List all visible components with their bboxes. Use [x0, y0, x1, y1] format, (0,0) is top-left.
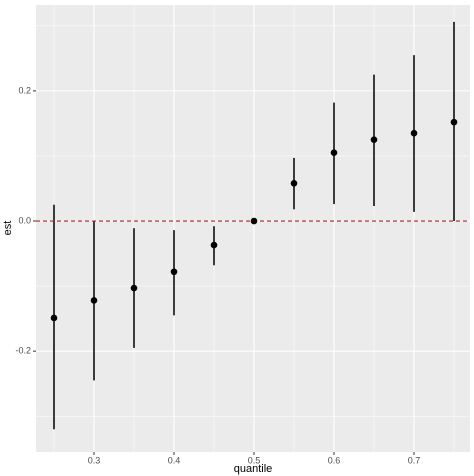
point	[250, 217, 258, 225]
point	[370, 136, 378, 143]
point	[410, 129, 418, 137]
point	[210, 241, 218, 249]
point	[330, 149, 338, 156]
y-tick-label: 0.0	[18, 215, 31, 225]
x-axis-label: quantile	[234, 463, 273, 475]
point	[130, 284, 138, 292]
panel	[36, 5, 470, 452]
y-axis-label: est	[2, 221, 14, 236]
x-tick-label: 0.4	[168, 455, 181, 465]
point	[290, 179, 298, 187]
point	[450, 118, 458, 126]
x-tick-label: 0.3	[88, 455, 101, 465]
x-tick-label: 0.6	[328, 455, 341, 465]
y-tick-label: 0.2	[18, 85, 31, 95]
point	[170, 268, 178, 276]
point	[90, 297, 98, 304]
x-tick-label: 0.7	[408, 455, 421, 465]
point	[50, 314, 58, 322]
y-tick-label: -0.2	[15, 346, 31, 356]
x-tick-label: 0.5	[248, 455, 261, 465]
